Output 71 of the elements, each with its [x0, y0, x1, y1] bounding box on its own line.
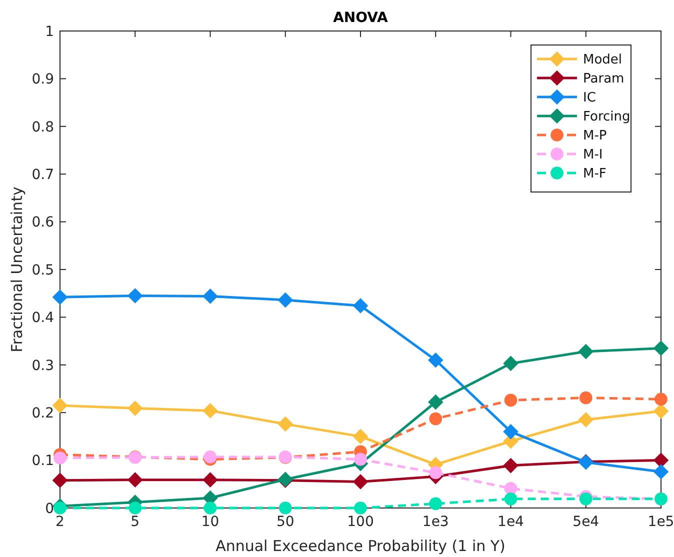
- point: [52, 472, 68, 488]
- x-tick-label: 1e4: [498, 514, 524, 530]
- point: [503, 356, 518, 372]
- point: [579, 391, 592, 404]
- chart-title: ANOVA: [333, 10, 388, 26]
- point: [128, 502, 142, 514]
- x-tick-label: 2: [56, 514, 64, 530]
- y-tick-label: 0.9: [32, 72, 54, 88]
- legend-label: Forcing: [583, 110, 630, 125]
- point: [503, 458, 518, 474]
- x-tick-label: 5e4: [572, 514, 600, 530]
- y-tick-label: 0.6: [32, 214, 54, 231]
- point: [127, 288, 143, 304]
- x-tick-label: 1e3: [422, 514, 449, 530]
- point: [653, 464, 669, 480]
- point: [354, 452, 367, 466]
- x-tick-label: 1e5: [648, 514, 674, 530]
- legend-label: IC: [583, 90, 596, 106]
- point: [504, 394, 518, 407]
- y-tick-label: 0.3: [32, 358, 54, 374]
- y-tick-label: 1: [45, 24, 54, 40]
- point: [653, 452, 669, 468]
- point: [127, 472, 143, 488]
- point: [578, 412, 594, 428]
- x-axis-title: Annual Exceedance Probability (1 in Y): [216, 537, 506, 555]
- point: [202, 403, 218, 418]
- point: [653, 404, 669, 419]
- point: [354, 502, 367, 514]
- y-tick-label: 0.1: [32, 453, 54, 470]
- point: [52, 398, 68, 414]
- x-tick-label: 50: [276, 514, 294, 530]
- point: [429, 497, 442, 510]
- point: [52, 289, 68, 305]
- point: [54, 451, 66, 464]
- x-tick-label: 100: [347, 514, 374, 530]
- point: [127, 400, 143, 416]
- point: [202, 288, 218, 304]
- y-tick-label: 0: [45, 500, 54, 517]
- point: [352, 474, 368, 490]
- point: [429, 412, 442, 426]
- point: [503, 424, 518, 440]
- point: [504, 492, 518, 506]
- point: [54, 502, 66, 514]
- point: [204, 502, 217, 514]
- point: [578, 344, 594, 360]
- legend-label: M-I: [583, 148, 603, 163]
- point: [429, 466, 442, 480]
- point: [352, 298, 368, 314]
- y-tick-label: 0.2: [32, 406, 54, 422]
- point: [278, 416, 294, 432]
- legend-label: M-P: [583, 128, 607, 144]
- y-tick-label: 0.7: [32, 167, 54, 183]
- legend-label: Model: [583, 52, 622, 68]
- y-tick-label: 0.4: [32, 310, 54, 326]
- y-tick-label: 0.8: [32, 119, 54, 136]
- point: [653, 340, 669, 356]
- legend-label: M-F: [583, 166, 606, 182]
- point: [654, 392, 668, 406]
- point: [204, 450, 217, 464]
- point: [579, 492, 592, 506]
- x-tick-label: 10: [201, 514, 220, 530]
- y-tick-label: 0.5: [32, 262, 54, 278]
- point: [352, 428, 368, 444]
- point: [278, 502, 292, 514]
- legend-label: Param: [583, 72, 624, 87]
- point: [428, 352, 444, 368]
- point: [428, 394, 444, 410]
- point: [202, 472, 218, 488]
- x-tick-label: 5: [130, 514, 140, 530]
- point: [278, 292, 294, 308]
- y-axis-title: Fractional Uncertainty: [8, 186, 26, 352]
